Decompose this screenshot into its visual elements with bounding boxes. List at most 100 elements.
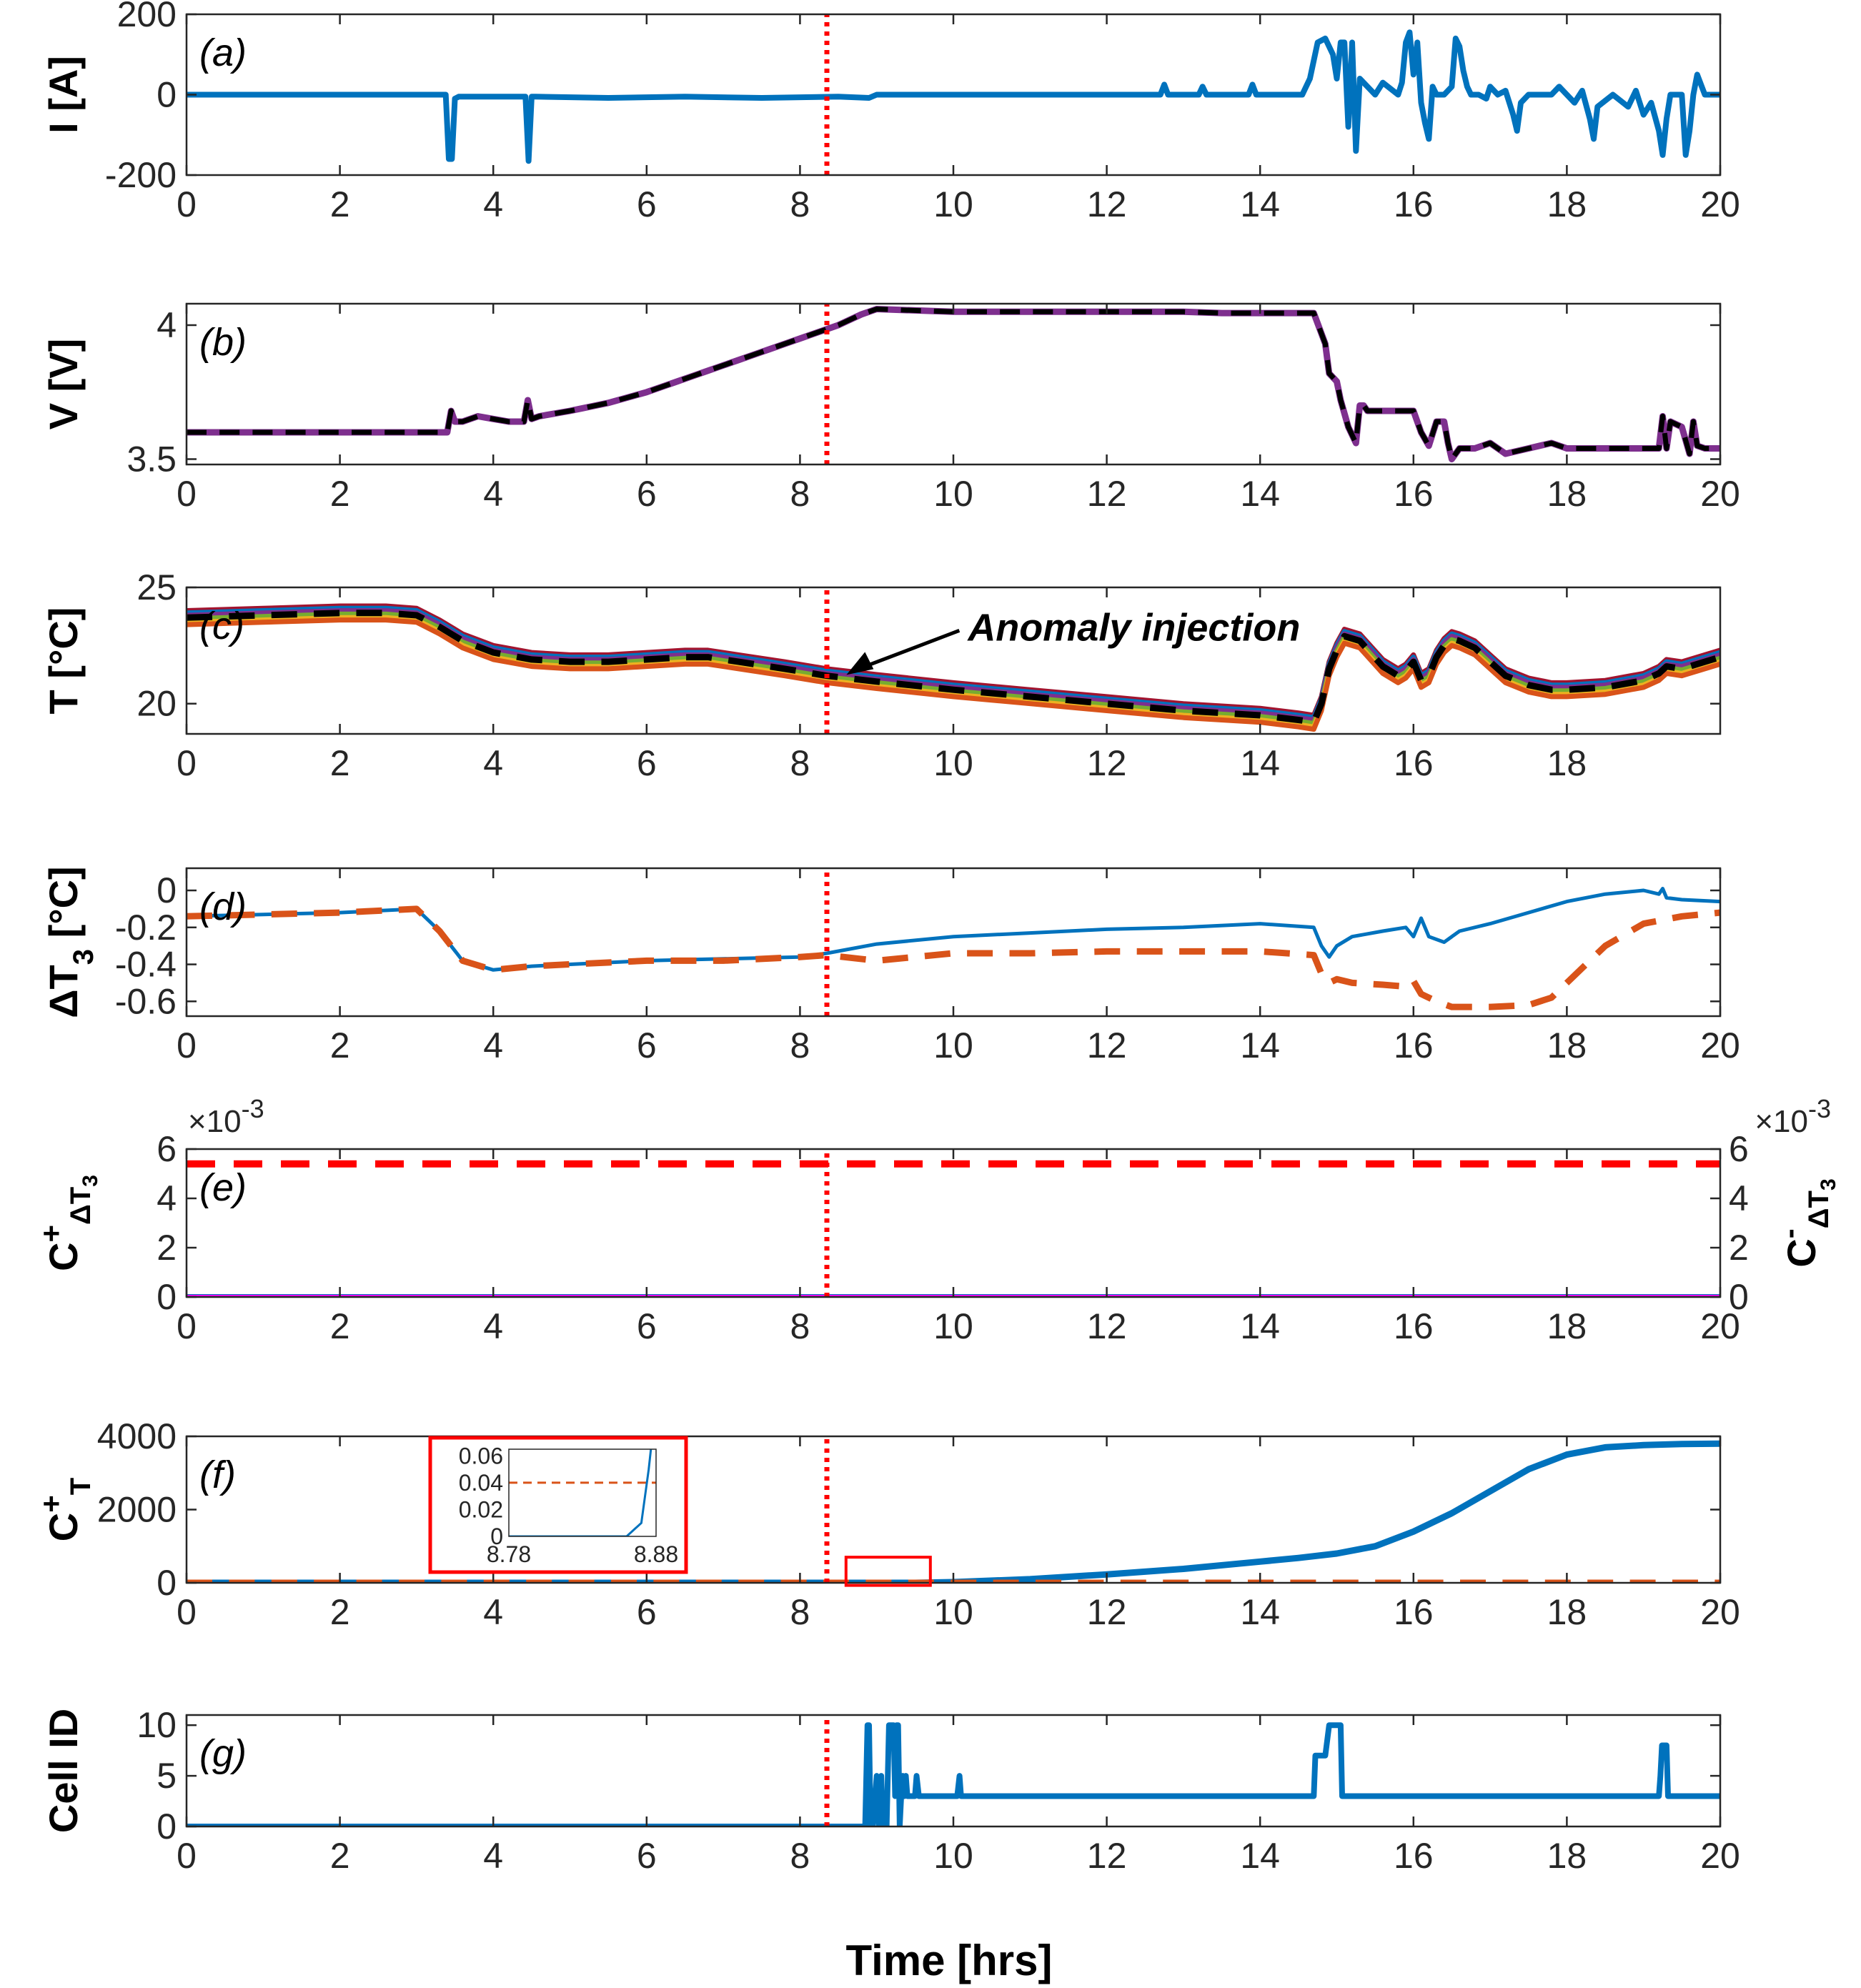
x-tick-label: 14 — [1240, 474, 1280, 514]
x-tick-label: 8 — [790, 1592, 810, 1632]
axes-box — [187, 1149, 1720, 1297]
x-tick-label: 4 — [483, 743, 503, 783]
x-tick-label: 8 — [790, 184, 810, 224]
y-axis-label: ΔT3 [°C] — [41, 866, 99, 1018]
y-axis-label: T [°C] — [41, 607, 86, 715]
x-tick-label: 12 — [1087, 743, 1127, 783]
y-tick-label: 25 — [137, 567, 177, 607]
x-tick-label: 18 — [1547, 1025, 1587, 1065]
x-tick-label: 6 — [637, 1306, 657, 1346]
axes-box — [187, 1715, 1720, 1827]
x-tick-label: 2 — [330, 1306, 350, 1346]
y-axis-label: I [A] — [41, 56, 86, 134]
plot-area-c — [187, 587, 1720, 734]
x-tick-label: 20 — [1700, 474, 1740, 514]
x-tick-label: 2 — [330, 184, 350, 224]
x-tick-label: 0 — [177, 1592, 197, 1632]
x-tick-label: 2 — [330, 474, 350, 514]
y-tick-label: 4000 — [97, 1416, 177, 1456]
x-tick-label: 10 — [933, 1025, 973, 1065]
plot-area-e — [187, 1149, 1720, 1297]
y-tick-label: 2 — [157, 1228, 177, 1268]
x-tick-label: 18 — [1547, 1592, 1587, 1632]
x-axis-label: Time [hrs] — [846, 1937, 1053, 1984]
x-tick-label: 4 — [483, 474, 503, 514]
x-tick-label: 14 — [1240, 184, 1280, 224]
x-tick-label: 8 — [790, 474, 810, 514]
x-tick-label: 8 — [790, 1025, 810, 1065]
y-tick-label: 6 — [157, 1129, 177, 1169]
annotation-arrow — [858, 630, 959, 669]
x-tick-label: 4 — [483, 1306, 503, 1346]
x-tick-label: 10 — [933, 474, 973, 514]
inset-x-tick-label: 8.88 — [634, 1541, 678, 1567]
panel-label: (g) — [199, 1732, 247, 1775]
y-tick-label: -0.2 — [115, 908, 177, 948]
x-tick-label: 16 — [1394, 1306, 1434, 1346]
x-tick-label: 8 — [790, 1836, 810, 1876]
x-tick-label: 6 — [637, 1836, 657, 1876]
series-mean — [187, 309, 1720, 459]
x-tick-label: 2 — [330, 1836, 350, 1876]
y-tick-label: 10 — [137, 1705, 177, 1745]
y-tick-label: 2000 — [97, 1490, 177, 1530]
plot-area-g — [187, 1715, 1720, 1827]
y-axis-label: C+T — [34, 1478, 96, 1541]
x-tick-label: 10 — [933, 1836, 973, 1876]
series-cell-voltages — [187, 309, 1720, 459]
y-axis-label-right: C-ΔT3 — [1772, 1178, 1840, 1267]
x-tick-label: 8 — [790, 743, 810, 783]
x-tick-label: 16 — [1394, 743, 1434, 783]
x-tick-label: 6 — [637, 1025, 657, 1065]
x-tick-label: 0 — [177, 184, 197, 224]
x-tick-label: 6 — [637, 1592, 657, 1632]
y-tick-label: 0 — [157, 1277, 177, 1317]
panel-e: 0 2 4 6 8 10 12 14 16 18 200 02 24 46 6(e)C+ΔT3C-ΔT3×1… — [34, 1094, 1840, 1346]
x-tick-label: 14 — [1240, 1025, 1280, 1065]
figure: Time [hrs] 0 2 4 6 8 10 12 14 16 18 20-2000200(a)I… — [0, 0, 1861, 1988]
y-axis-label: V [V] — [41, 339, 86, 430]
x-tick-label: 20 — [1700, 1592, 1740, 1632]
x-tick-label: 12 — [1087, 184, 1127, 224]
x-tick-label: 6 — [637, 743, 657, 783]
inset-y-tick-label: 0.06 — [459, 1443, 503, 1468]
exponent-right: ×10-3 — [1755, 1094, 1831, 1139]
x-tick-label: 2 — [330, 743, 350, 783]
x-tick-label: 18 — [1547, 1836, 1587, 1876]
x-tick-label: 0 — [177, 743, 197, 783]
panel-label: (d) — [199, 885, 247, 928]
inset-x-tick-label: 8.78 — [487, 1541, 531, 1567]
panel-label: (b) — [199, 321, 247, 364]
plot-area-f — [187, 1436, 1720, 1583]
x-tick-label: 2 — [330, 1592, 350, 1632]
x-tick-label: 16 — [1394, 184, 1434, 224]
panel-f: 0 2 4 6 8 10 12 14 16 18 20020004000(f)C+T00.020.0… — [34, 1402, 1740, 1632]
panel-b: 0 2 4 6 8 10 12 14 16 18 20 3.5 4 (b) V [V] — [41, 304, 1740, 514]
x-tick-label: 16 — [1394, 1025, 1434, 1065]
series-measured — [187, 889, 1720, 970]
y-axis-label: C+ΔT3 — [34, 1175, 102, 1271]
x-tick-label: 14 — [1240, 1306, 1280, 1346]
x-tick-label: 14 — [1240, 743, 1280, 783]
y-tick-label: 4 — [157, 305, 177, 345]
panel-d: 0 2 4 6 8 10 12 14 16 18 20-0.6-0.4-0.20 (d)ΔT3 [°C… — [41, 866, 1740, 1065]
x-tick-label: 10 — [933, 743, 973, 783]
y-tick-label: 3.5 — [126, 439, 177, 479]
x-tick-label: 12 — [1087, 1306, 1127, 1346]
y-tick-label: -200 — [105, 155, 177, 195]
y-tick-label-right: 4 — [1729, 1178, 1749, 1218]
plot-area-d — [187, 868, 1720, 1016]
y-tick-label: -0.6 — [115, 981, 177, 1021]
x-tick-label: 16 — [1394, 1592, 1434, 1632]
y-tick-label-right: 6 — [1729, 1129, 1749, 1169]
x-tick-label: 14 — [1240, 1836, 1280, 1876]
x-tick-label: 18 — [1547, 743, 1587, 783]
inset-y-tick-label: 0.02 — [459, 1496, 503, 1522]
panel-a: 0 2 4 6 8 10 12 14 16 18 20-2000200(a)I [A] — [41, 0, 1740, 224]
x-tick-label: 10 — [933, 1592, 973, 1632]
y-tick-label: 20 — [137, 684, 177, 724]
x-tick-label: 4 — [483, 1025, 503, 1065]
exponent-left: ×10-3 — [188, 1094, 264, 1139]
y-tick-label: 5 — [157, 1756, 177, 1796]
